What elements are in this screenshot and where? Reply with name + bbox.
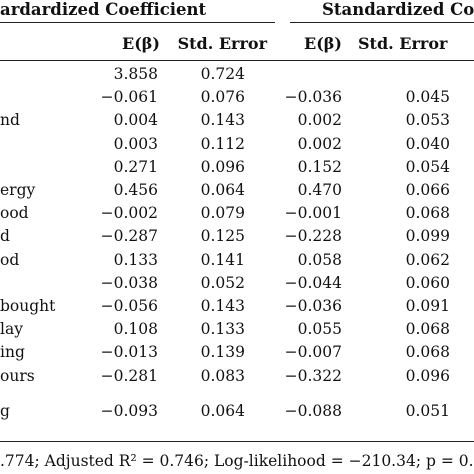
row-label: od [0, 250, 20, 269]
cell-unstd-std-error: 0.139 [200, 343, 245, 362]
cell-std-estimate: 0.055 [297, 320, 342, 339]
cell-unstd-estimate: −0.056 [100, 297, 158, 315]
group-header-unstandardized: ardardized Coefficient [0, 0, 207, 19]
cell-std-std-error: 0.060 [405, 273, 450, 292]
cell-std-estimate: −0.036 [284, 88, 342, 107]
row-label: d [0, 227, 10, 246]
row-label: nd [0, 111, 20, 130]
cell-unstd-estimate: −0.013 [100, 343, 158, 362]
cell-std-estimate: −0.088 [284, 401, 342, 420]
row-label: ours [0, 366, 35, 385]
cell-std-std-error: 0.045 [405, 88, 450, 107]
group-underline-1 [0, 22, 275, 23]
cell-unstd-estimate: −0.093 [100, 401, 158, 420]
cell-unstd-estimate: 0.003 [113, 134, 158, 153]
cell-std-std-error: 0.062 [405, 250, 450, 269]
footnote-text: .774; Adjusted R² = 0.746; Log-likelihoo… [0, 452, 474, 470]
cell-unstd-estimate: 0.271 [113, 157, 158, 176]
cell-std-std-error: 0.066 [405, 181, 450, 199]
cell-unstd-std-error: 0.112 [200, 134, 245, 153]
cell-unstd-std-error: 0.133 [200, 320, 245, 339]
cell-unstd-estimate: 0.133 [113, 250, 158, 269]
cell-unstd-std-error: 0.083 [200, 366, 245, 385]
bottom-rule [0, 441, 474, 442]
cell-std-std-error: 0.091 [405, 297, 450, 315]
cell-unstd-std-error: 0.096 [200, 157, 245, 176]
col-header-e-beta-2: E(β) [304, 34, 342, 53]
row-label: g [0, 401, 10, 420]
group-header-standardized: Standardized Co [322, 0, 474, 19]
cell-unstd-std-error: 0.724 [200, 65, 245, 83]
row-label: lay [0, 320, 23, 339]
group-underline-2 [290, 22, 474, 23]
cell-std-std-error: 0.096 [405, 366, 450, 385]
cell-std-std-error: 0.051 [405, 401, 450, 420]
cell-std-std-error: 0.068 [405, 204, 450, 223]
cell-std-std-error: 0.068 [405, 320, 450, 339]
cell-std-estimate: 0.002 [297, 134, 342, 153]
cell-unstd-estimate: −0.287 [100, 227, 158, 246]
cell-unstd-estimate: −0.281 [100, 366, 158, 385]
cell-std-std-error: 0.068 [405, 343, 450, 362]
cell-std-std-error: 0.099 [405, 227, 450, 246]
cell-unstd-std-error: 0.064 [200, 401, 245, 420]
cell-unstd-estimate: 0.004 [113, 111, 158, 130]
header-rule [0, 60, 474, 61]
cell-std-std-error: 0.053 [405, 111, 450, 130]
cell-std-estimate: −0.036 [284, 297, 342, 315]
cell-unstd-std-error: 0.143 [200, 111, 245, 130]
cell-std-estimate: −0.322 [284, 366, 342, 385]
cell-unstd-estimate: −0.038 [100, 273, 158, 292]
cell-std-estimate: −0.007 [284, 343, 342, 362]
col-header-std-error-1: Std. Error [177, 34, 267, 53]
cell-unstd-std-error: 0.143 [200, 297, 245, 315]
cell-std-estimate: 0.152 [297, 157, 342, 176]
cell-unstd-estimate: −0.002 [100, 204, 158, 223]
cell-std-estimate: −0.044 [284, 273, 342, 292]
footnote: .774; Adjusted R² = 0.746; Log-likelihoo… [0, 451, 474, 471]
cell-unstd-std-error: 0.076 [200, 88, 245, 107]
cell-unstd-std-error: 0.141 [200, 250, 245, 269]
cell-unstd-estimate: 0.456 [113, 181, 158, 199]
cell-std-std-error: 0.040 [405, 134, 450, 153]
col-header-e-beta-1: E(β) [122, 34, 160, 53]
cell-unstd-estimate: 0.108 [113, 320, 158, 339]
cell-unstd-estimate: −0.061 [100, 88, 158, 107]
row-label: ing [0, 343, 25, 362]
cell-unstd-std-error: 0.052 [200, 273, 245, 292]
cell-std-estimate: 0.058 [297, 250, 342, 269]
row-label: bought [0, 297, 56, 315]
cell-std-estimate: 0.002 [297, 111, 342, 130]
cell-std-estimate: −0.228 [284, 227, 342, 246]
cell-std-std-error: 0.054 [405, 157, 450, 176]
col-header-std-error-2: Std. Error [358, 34, 448, 53]
row-label: ergy [0, 181, 36, 199]
cell-unstd-std-error: 0.064 [200, 181, 245, 199]
row-label: ood [0, 204, 29, 223]
cell-unstd-std-error: 0.079 [200, 204, 245, 223]
cell-unstd-std-error: 0.125 [200, 227, 245, 246]
cell-std-estimate: 0.470 [297, 181, 342, 199]
cell-unstd-estimate: 3.858 [113, 65, 158, 83]
cell-std-estimate: −0.001 [284, 204, 342, 223]
